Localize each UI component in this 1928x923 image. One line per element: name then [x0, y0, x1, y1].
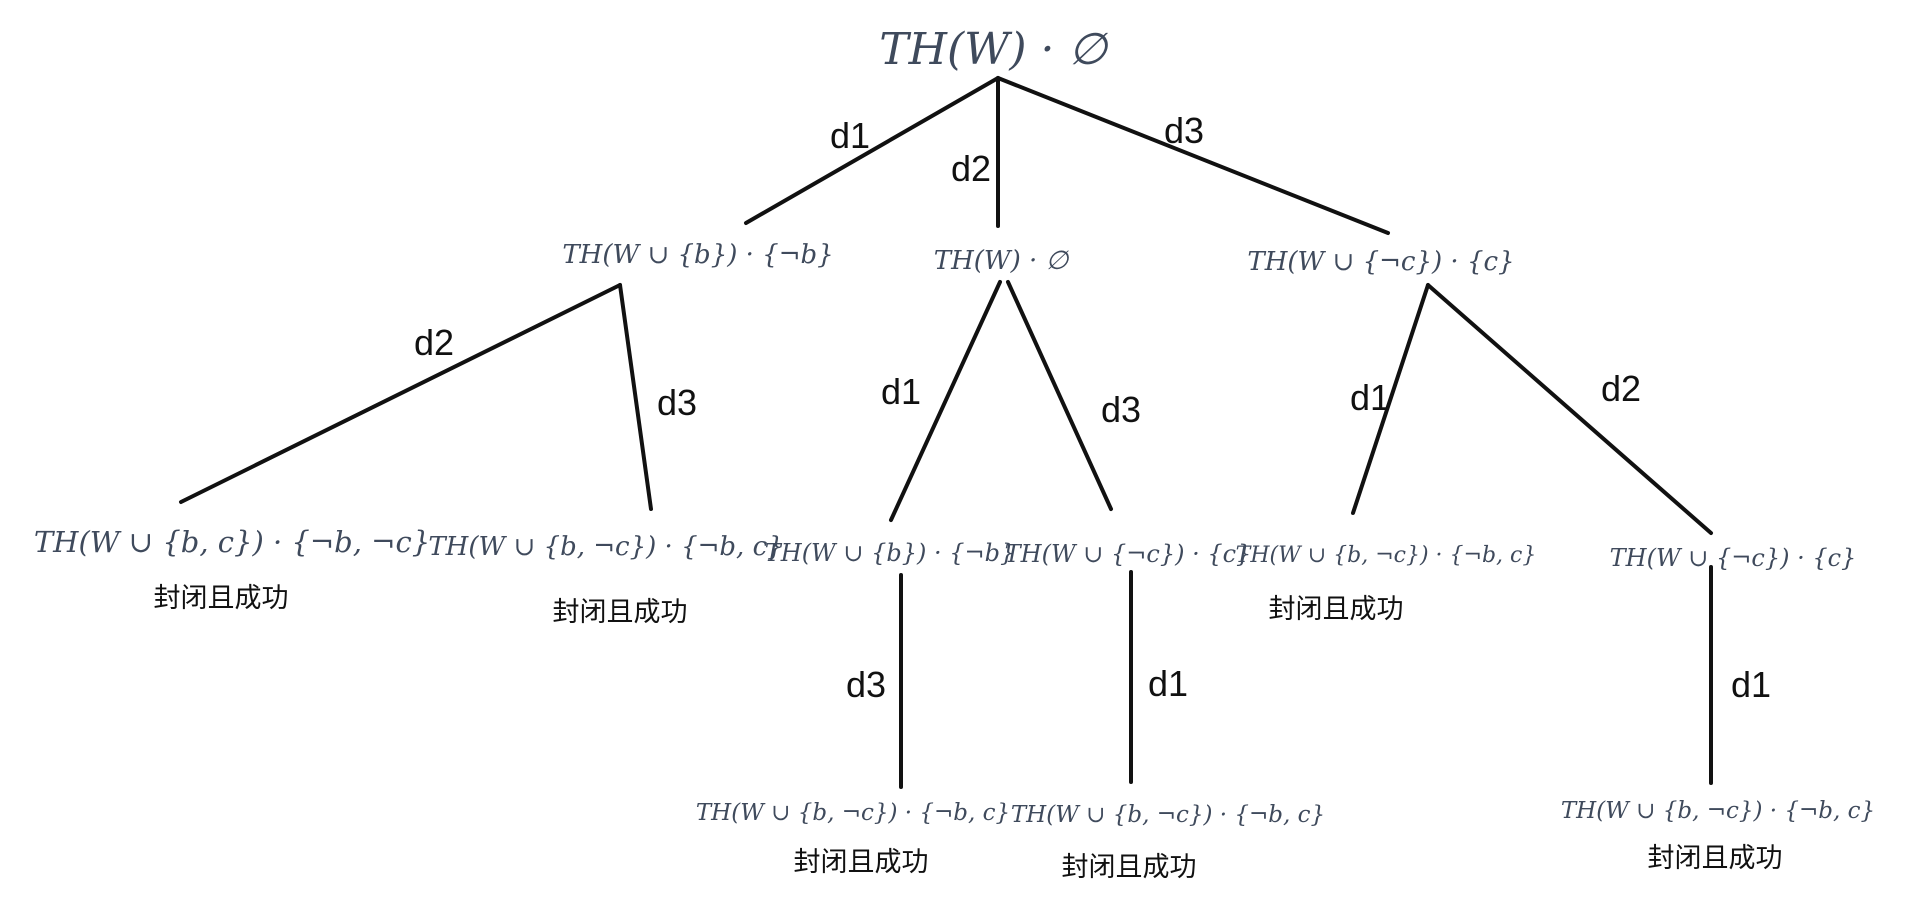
edge-label-n3-leaf: d3 [845, 664, 887, 705]
edge-label-n6-leaf: d1 [1730, 664, 1772, 705]
status-label-2: 封闭且成功 [552, 597, 688, 628]
edge-right-n6 [1426, 283, 1713, 535]
edge-label-middle-n3: d1 [880, 371, 922, 412]
edge-middle-n3 [889, 280, 1002, 522]
edge-right-n5 [1351, 283, 1430, 515]
node-n5: TH(W ∪ {b, ¬c}) · {¬b, c} [1235, 543, 1537, 568]
status-label-1: 封闭且成功 [153, 583, 289, 614]
edge-left-n2 [618, 283, 653, 511]
edge-label-root-left: d1 [829, 115, 871, 156]
leaf-node-2: TH(W ∪ {b, ¬c}) · {¬b, c} [1010, 802, 1326, 828]
leaf-node-1: TH(W ∪ {b, ¬c}) · {¬b, c} [695, 800, 1011, 826]
node-n6: TH(W ∪ {¬c}) · {c} [1609, 544, 1857, 572]
edge-label-left-n2: d3 [656, 382, 698, 423]
node-n2: TH(W ∪ {b, ¬c}) · {¬b, c} [428, 532, 784, 562]
edge-label-middle-n4: d3 [1100, 389, 1142, 430]
leaf-node-3: TH(W ∪ {b, ¬c}) · {¬b, c} [1560, 798, 1876, 824]
status-label-6: 封闭且成功 [1647, 843, 1783, 874]
node-right: TH(W ∪ {¬c}) · {c} [1247, 247, 1515, 277]
node-middle: TH(W) · ∅ [933, 246, 1069, 276]
root-node: TH(W) · ∅ [879, 24, 1107, 75]
node-n3: TH(W ∪ {b}) · {¬b} [764, 539, 1016, 567]
edge-label-root-right: d3 [1163, 110, 1205, 151]
node-n1: TH(W ∪ {b, c}) · {¬b, ¬c} [33, 525, 431, 559]
edge-label-right-n6: d2 [1600, 368, 1642, 409]
edge-root-left [744, 76, 1000, 225]
node-left: TH(W ∪ {b}) · {¬b} [562, 240, 834, 270]
edge-label-right-n5: d1 [1349, 377, 1391, 418]
status-label-4: 封闭且成功 [1061, 852, 1197, 883]
status-label-5: 封闭且成功 [1268, 594, 1404, 625]
status-label-3: 封闭且成功 [793, 847, 929, 878]
edge-middle-n4 [1006, 280, 1113, 511]
edge-label-left-n1: d2 [413, 322, 455, 363]
edge-label-root-middle: d2 [950, 148, 992, 189]
node-n4: TH(W ∪ {¬c}) · {c} [1004, 540, 1252, 568]
edge-label-n4-leaf: d1 [1147, 663, 1189, 704]
edge-root-right [996, 76, 1390, 235]
edge-left-n1 [179, 283, 622, 504]
